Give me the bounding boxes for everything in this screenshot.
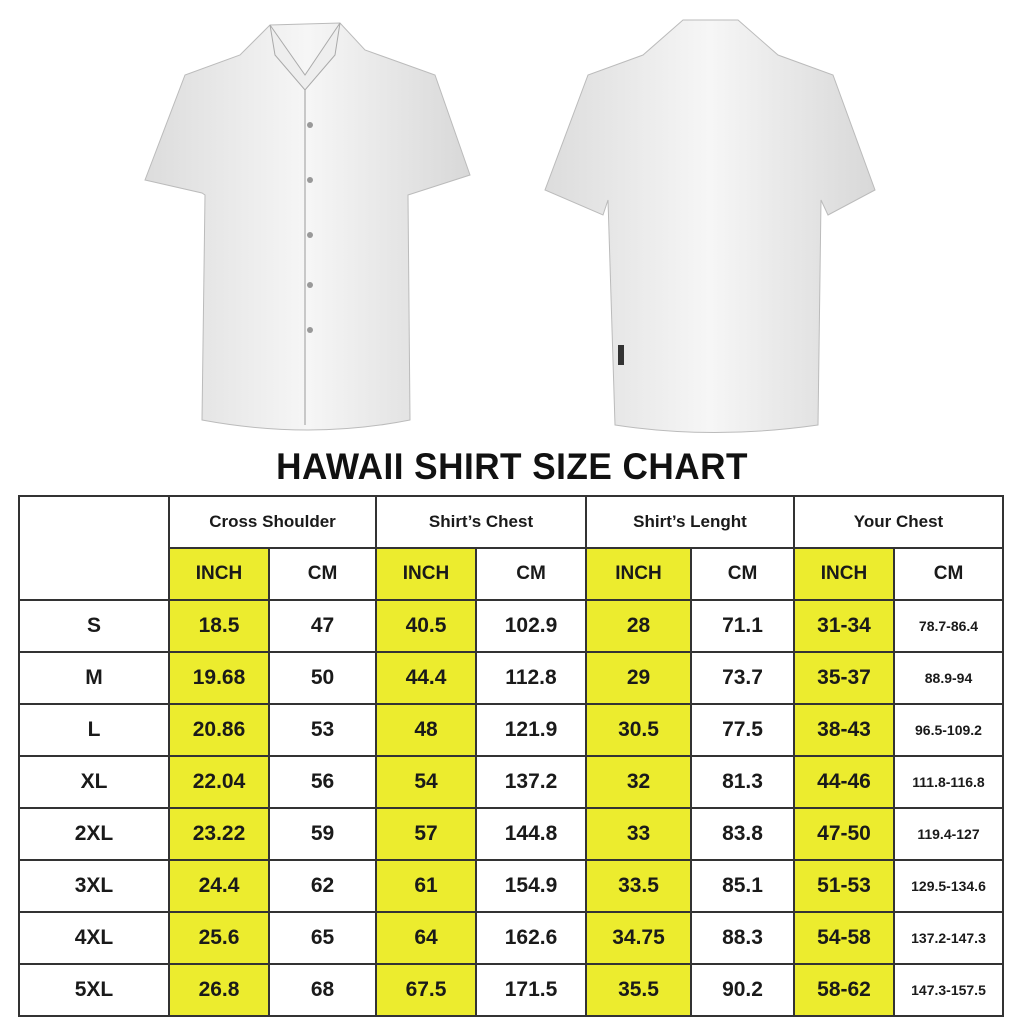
inch-value: 57 — [375, 807, 477, 861]
inch-value: 20.86 — [168, 703, 270, 757]
cm-value: 88.3 — [690, 911, 795, 965]
header-shirt-length: Shirt’s Lenght — [585, 495, 795, 549]
inch-value: 31-34 — [793, 599, 895, 653]
table-row: XL 22.04 56 54 137.2 32 81.3 44-46 111.8-116.8 — [18, 755, 1004, 809]
inch-value: 40.5 — [375, 599, 477, 653]
size-chart-table: Cross Shoulder Shirt’s Chest Shirt’s Len… — [18, 495, 1004, 1017]
inch-value: 24.4 — [168, 859, 270, 913]
inch-value: 64 — [375, 911, 477, 965]
cm-value: 77.5 — [690, 703, 795, 757]
table-row: 4XL 25.6 65 64 162.6 34.75 88.3 54-58 137.2-147.… — [18, 911, 1004, 965]
size-label: 5XL — [18, 963, 170, 1017]
shirt-back-image — [544, 19, 876, 433]
cm-value: 62 — [268, 859, 377, 913]
inch-value: 30.5 — [585, 703, 692, 757]
unit-inch: INCH — [375, 547, 477, 601]
table-row: L 20.86 53 48 121.9 30.5 77.5 38-43 96.5-109.2 — [18, 703, 1004, 757]
unit-inch: INCH — [793, 547, 895, 601]
inch-value: 32 — [585, 755, 692, 809]
inch-value: 54-58 — [793, 911, 895, 965]
cm-value: 53 — [268, 703, 377, 757]
inch-value: 35-37 — [793, 651, 895, 705]
size-label: 2XL — [18, 807, 170, 861]
inch-value: 38-43 — [793, 703, 895, 757]
table-row: 5XL 26.8 68 67.5 171.5 35.5 90.2 58-62 147.3-157… — [18, 963, 1004, 1017]
inch-value: 26.8 — [168, 963, 270, 1017]
cm-value: 65 — [268, 911, 377, 965]
table-row: M 19.68 50 44.4 112.8 29 73.7 35-37 88.9-94 — [18, 651, 1004, 705]
page-title: HAWAII SHIRT SIZE CHART — [276, 446, 748, 487]
cm-value: 73.7 — [690, 651, 795, 705]
table-row: S 18.5 47 40.5 102.9 28 71.1 31-34 78.7-86.4 — [18, 599, 1004, 653]
cm-value: 59 — [268, 807, 377, 861]
cm-value: 137.2 — [475, 755, 587, 809]
inch-value: 34.75 — [585, 911, 692, 965]
inch-value: 67.5 — [375, 963, 477, 1017]
unit-cm: CM — [893, 547, 1004, 601]
cm-value: 137.2-147.3 — [893, 911, 1004, 965]
size-label: 3XL — [18, 859, 170, 913]
cm-value: 119.4-127 — [893, 807, 1004, 861]
cm-value: 50 — [268, 651, 377, 705]
unit-cm: CM — [268, 547, 377, 601]
inch-value: 54 — [375, 755, 477, 809]
cm-value: 78.7-86.4 — [893, 599, 1004, 653]
table-row: 3XL 24.4 62 61 154.9 33.5 85.1 51-53 129.5-134.6 — [18, 859, 1004, 913]
inch-value: 47-50 — [793, 807, 895, 861]
header-your-chest: Your Chest — [793, 495, 1004, 549]
size-label: S — [18, 599, 170, 653]
cm-value: 171.5 — [475, 963, 587, 1017]
shirt-front-image — [144, 22, 471, 431]
cm-value: 47 — [268, 599, 377, 653]
inch-value: 58-62 — [793, 963, 895, 1017]
cm-value: 96.5-109.2 — [893, 703, 1004, 757]
cm-value: 85.1 — [690, 859, 795, 913]
inch-value: 22.04 — [168, 755, 270, 809]
corner-cell — [18, 495, 170, 601]
inch-value: 44-46 — [793, 755, 895, 809]
unit-inch: INCH — [585, 547, 692, 601]
cm-value: 112.8 — [475, 651, 587, 705]
inch-value: 25.6 — [168, 911, 270, 965]
inch-value: 61 — [375, 859, 477, 913]
table-row: 2XL 23.22 59 57 144.8 33 83.8 47-50 119.4-127 — [18, 807, 1004, 861]
cm-value: 121.9 — [475, 703, 587, 757]
size-label: XL — [18, 755, 170, 809]
cm-value: 129.5-134.6 — [893, 859, 1004, 913]
unit-cm: CM — [690, 547, 795, 601]
inch-value: 23.22 — [168, 807, 270, 861]
cm-value: 81.3 — [690, 755, 795, 809]
header-shirt-chest: Shirt’s Chest — [375, 495, 587, 549]
inch-value: 44.4 — [375, 651, 477, 705]
cm-value: 144.8 — [475, 807, 587, 861]
cm-value: 162.6 — [475, 911, 587, 965]
size-label: M — [18, 651, 170, 705]
inch-value: 33.5 — [585, 859, 692, 913]
inch-value: 28 — [585, 599, 692, 653]
cm-value: 71.1 — [690, 599, 795, 653]
size-label: L — [18, 703, 170, 757]
inch-value: 33 — [585, 807, 692, 861]
inch-value: 19.68 — [168, 651, 270, 705]
cm-value: 102.9 — [475, 599, 587, 653]
cm-value: 88.9-94 — [893, 651, 1004, 705]
inch-value: 18.5 — [168, 599, 270, 653]
inch-value: 29 — [585, 651, 692, 705]
inch-value: 51-53 — [793, 859, 895, 913]
inch-value: 35.5 — [585, 963, 692, 1017]
inch-value: 48 — [375, 703, 477, 757]
unit-cm: CM — [475, 547, 587, 601]
cm-value: 147.3-157.5 — [893, 963, 1004, 1017]
unit-inch: INCH — [168, 547, 270, 601]
cm-value: 154.9 — [475, 859, 587, 913]
cm-value: 56 — [268, 755, 377, 809]
cm-value: 68 — [268, 963, 377, 1017]
header-cross-shoulder: Cross Shoulder — [168, 495, 377, 549]
cm-value: 83.8 — [690, 807, 795, 861]
cm-value: 111.8-116.8 — [893, 755, 1004, 809]
size-label: 4XL — [18, 911, 170, 965]
cm-value: 90.2 — [690, 963, 795, 1017]
